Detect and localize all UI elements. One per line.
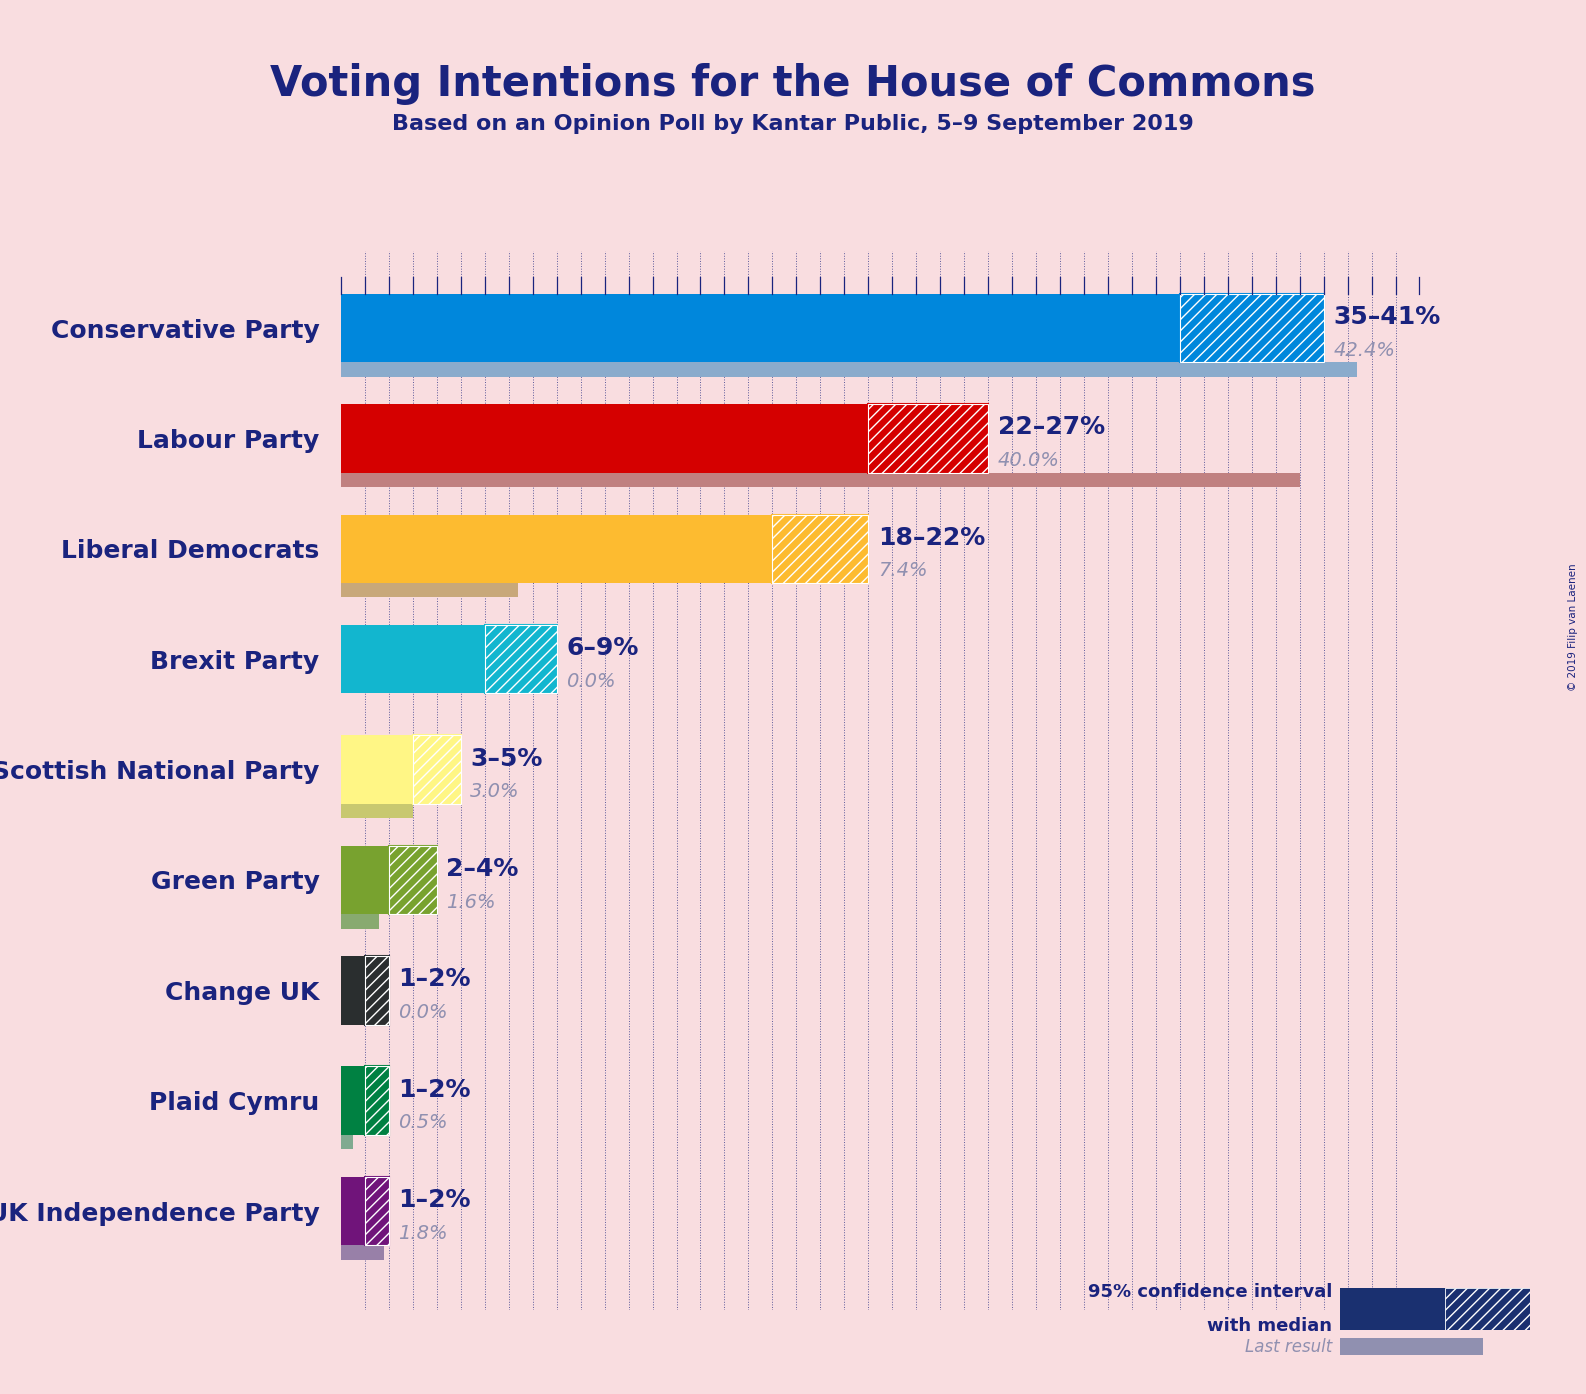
Text: Based on an Opinion Poll by Kantar Public, 5–9 September 2019: Based on an Opinion Poll by Kantar Publi… [392,114,1194,134]
Bar [772,514,868,583]
Bar [868,404,988,473]
Bar [341,846,389,914]
Text: © 2019 Filip van Laenen: © 2019 Filip van Laenen [1569,563,1578,691]
Bar [341,804,412,818]
Text: 18–22%: 18–22% [877,526,985,549]
Text: 1–2%: 1–2% [398,1078,471,1101]
Bar [365,956,389,1025]
Text: 22–27%: 22–27% [998,415,1105,439]
Bar [341,625,485,693]
Bar [1445,1288,1530,1330]
Text: with median: with median [1207,1317,1332,1334]
Bar [341,736,412,804]
Text: 3–5%: 3–5% [471,747,542,771]
Bar [1445,1288,1530,1330]
Bar [868,404,988,473]
Text: 6–9%: 6–9% [566,636,639,661]
Bar [365,1177,389,1245]
Bar [1340,1288,1445,1330]
Text: 7.4%: 7.4% [877,562,928,580]
Bar [412,736,462,804]
Bar [365,956,389,1025]
Text: 1–2%: 1–2% [398,967,471,991]
Bar [341,404,868,473]
Text: 1–2%: 1–2% [398,1188,471,1211]
Text: 40.0%: 40.0% [998,452,1059,470]
Text: 0.0%: 0.0% [566,672,615,691]
Text: 1.6%: 1.6% [446,892,496,912]
Bar [485,625,557,693]
Bar [365,1177,389,1245]
Bar [341,294,1180,362]
Bar [341,1066,365,1135]
Bar [341,914,379,928]
Bar [341,1177,365,1245]
Bar [389,846,436,914]
Bar [1180,294,1324,362]
Text: 2–4%: 2–4% [446,857,519,881]
Text: 42.4%: 42.4% [1334,340,1396,360]
Bar [1180,294,1324,362]
Text: 0.0%: 0.0% [398,1002,447,1022]
Text: Voting Intentions for the House of Commons: Voting Intentions for the House of Commo… [270,63,1316,105]
Bar [341,362,1358,376]
Bar [365,1066,389,1135]
Bar [341,514,772,583]
Bar [341,1245,384,1260]
Text: 3.0%: 3.0% [471,782,520,802]
Text: 35–41%: 35–41% [1334,305,1440,329]
Bar [485,625,557,693]
Text: 0.5%: 0.5% [398,1114,447,1132]
Text: 1.8%: 1.8% [398,1224,447,1242]
Bar [341,473,1299,487]
Text: 95% confidence interval: 95% confidence interval [1088,1284,1332,1301]
Bar [341,956,365,1025]
Bar [389,846,436,914]
Bar [341,1135,354,1149]
Bar [365,1066,389,1135]
Bar [341,583,519,598]
Bar [772,514,868,583]
Text: Last result: Last result [1245,1338,1332,1355]
Bar [412,736,462,804]
